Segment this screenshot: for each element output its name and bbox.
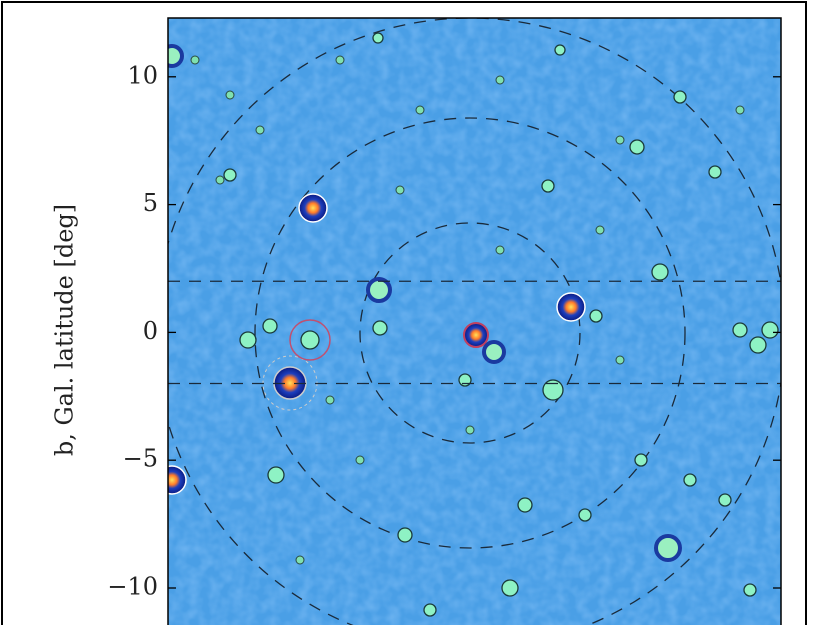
sky-image <box>168 18 781 625</box>
y-tick-label: 0 <box>143 317 158 345</box>
y-tick-label: −10 <box>107 573 158 601</box>
y-tick-label: 5 <box>143 189 158 217</box>
plot-frame <box>167 17 782 625</box>
y-tick-label: 10 <box>127 61 158 89</box>
y-axis-label: b, Gal. latitude [deg] <box>51 204 79 456</box>
y-tick-label: −5 <box>123 445 158 473</box>
axes: 10 5 0 −5 −10 <box>107 61 781 601</box>
sources <box>168 32 779 617</box>
